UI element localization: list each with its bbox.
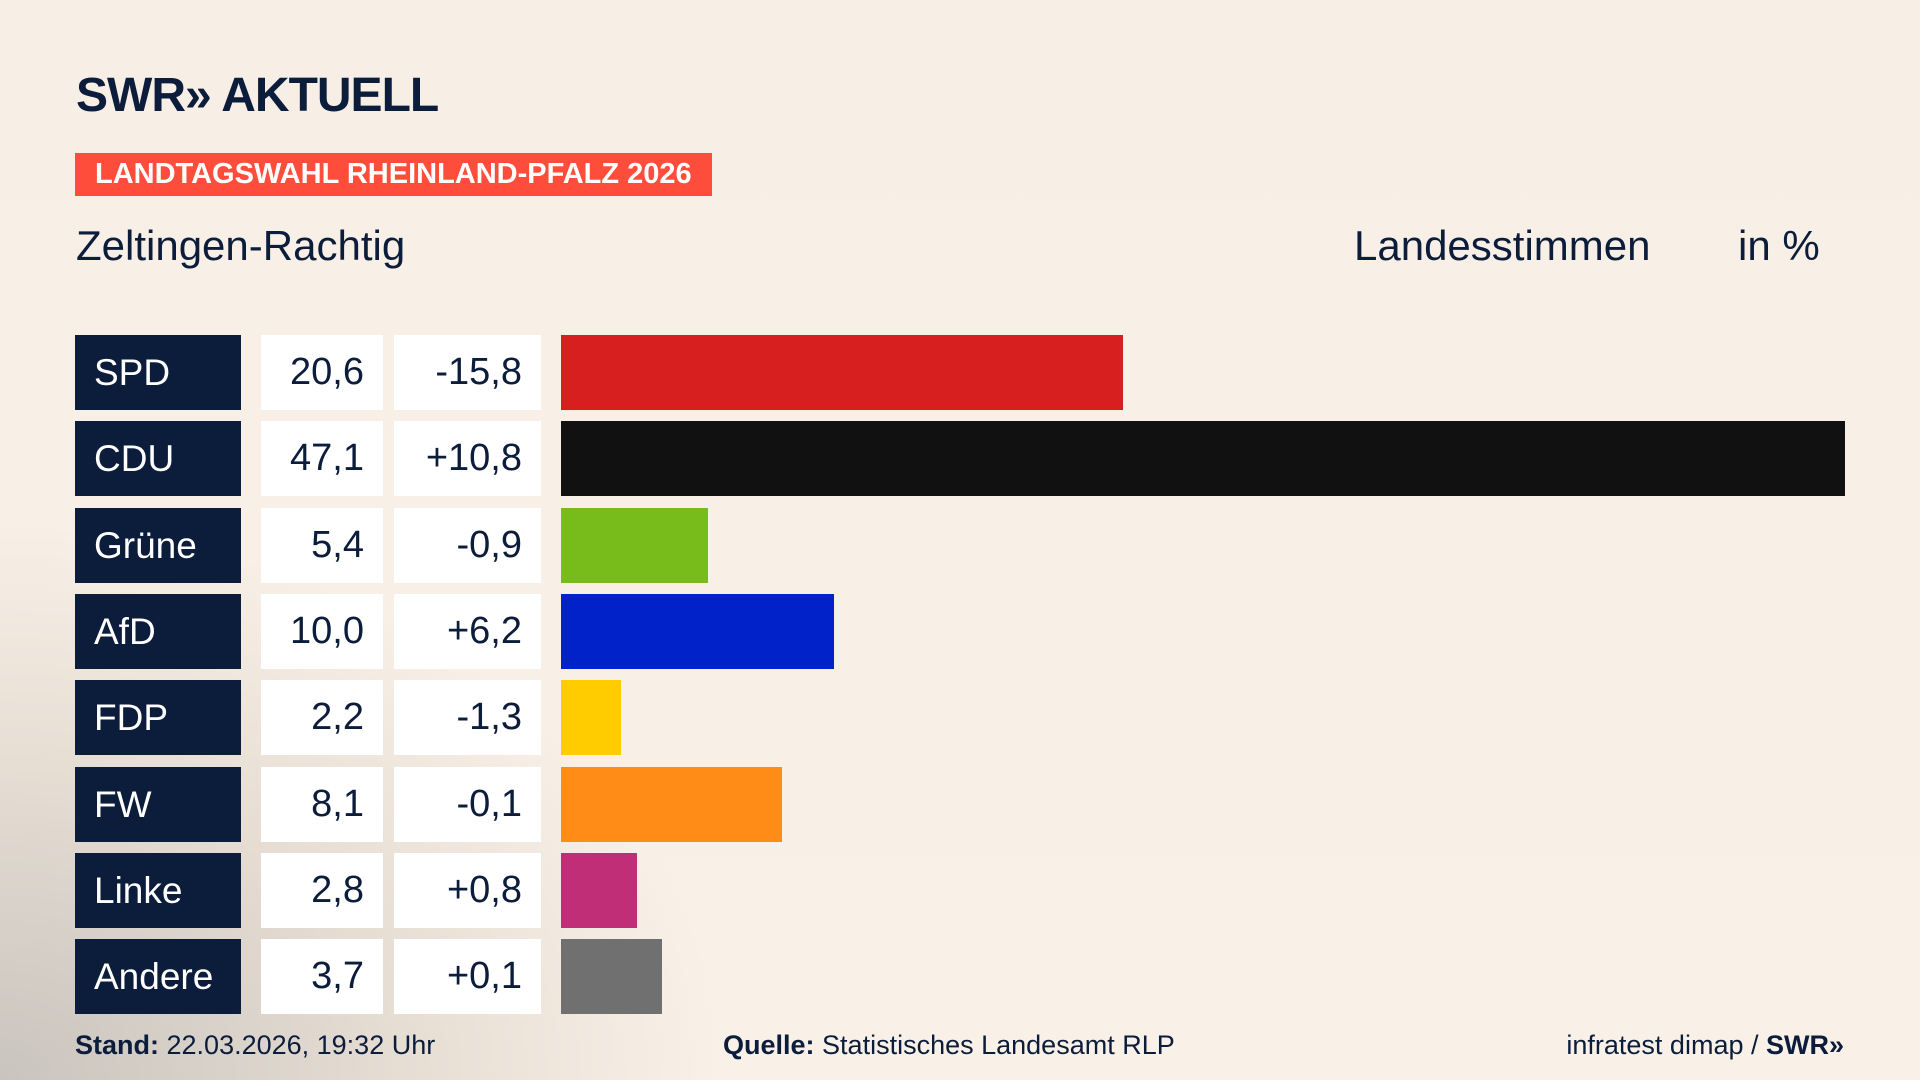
bar-cdu — [561, 421, 1845, 497]
vote-share: 20,6 — [261, 335, 383, 410]
vote-share: 8,1 — [261, 766, 383, 842]
vote-share: 5,4 — [261, 507, 383, 583]
vote-share: 10,0 — [261, 593, 383, 669]
party-label: Grüne — [75, 507, 241, 583]
bar-grüne — [561, 507, 709, 583]
party-label: FW — [75, 766, 241, 842]
bar-afd — [561, 593, 834, 669]
party-row: Andere 3,7 +0,1 — [0, 939, 1920, 1015]
bar-fw — [561, 766, 782, 842]
credit-text: infratest dimap / — [1566, 1030, 1766, 1060]
party-row: FW 8,1 -0,1 — [0, 766, 1920, 842]
vote-change: -0,9 — [394, 507, 541, 583]
swr-aktuell-logo: SWR» AKTUELL — [76, 69, 439, 122]
vote-change: -15,8 — [394, 335, 541, 410]
party-label: CDU — [75, 421, 241, 497]
vote-change: +6,2 — [394, 593, 541, 669]
vote-share: 3,7 — [261, 939, 383, 1015]
vote-change: -1,3 — [394, 680, 541, 756]
vote-change: -0,1 — [394, 766, 541, 842]
party-label: AfD — [75, 593, 241, 669]
party-row: Grüne 5,4 -0,9 — [0, 507, 1920, 583]
vote-share: 47,1 — [261, 421, 383, 497]
party-row: CDU 47,1 +10,8 — [0, 421, 1920, 497]
credit: infratest dimap / SWR» — [1566, 1030, 1844, 1061]
source: Quelle: Statistisches Landesamt RLP — [723, 1030, 1175, 1061]
stand-value: 22.03.2026, 19:32 Uhr — [166, 1030, 436, 1060]
vote-type-label: Landesstimmen — [1354, 222, 1651, 269]
party-row: AfD 10,0 +6,2 — [0, 593, 1920, 669]
timestamp: Stand: 22.03.2026, 19:32 Uhr — [75, 1030, 435, 1061]
vote-change: +0,1 — [394, 939, 541, 1015]
bar-spd — [561, 335, 1123, 410]
source-value: Statistisches Landesamt RLP — [822, 1030, 1175, 1060]
vote-change: +10,8 — [394, 421, 541, 497]
party-label: SPD — [75, 335, 241, 410]
vote-share: 2,8 — [261, 852, 383, 928]
party-label: Linke — [75, 852, 241, 928]
election-banner: LANDTAGSWAHL RHEINLAND-PFALZ 2026 — [75, 153, 712, 196]
source-label: Quelle: — [723, 1030, 815, 1060]
party-row: Linke 2,8 +0,8 — [0, 852, 1920, 928]
vote-share: 2,2 — [261, 680, 383, 756]
party-row: SPD 20,6 -15,8 — [0, 335, 1920, 410]
unit-label: in % — [1738, 222, 1820, 269]
party-label: FDP — [75, 680, 241, 756]
place-title: Zeltingen-Rachtig — [76, 222, 406, 269]
bar-linke — [561, 852, 638, 928]
vote-change: +0,8 — [394, 852, 541, 928]
party-row: FDP 2,2 -1,3 — [0, 680, 1920, 756]
stand-label: Stand: — [75, 1030, 159, 1060]
swr-small-logo: SWR» — [1765, 1030, 1844, 1060]
bar-fdp — [561, 680, 621, 756]
party-label: Andere — [75, 939, 241, 1015]
bar-andere — [561, 939, 662, 1015]
